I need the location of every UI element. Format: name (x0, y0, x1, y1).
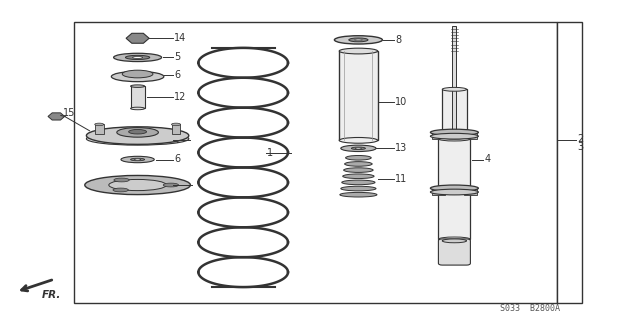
Ellipse shape (339, 137, 378, 143)
Text: 13: 13 (395, 143, 407, 153)
Ellipse shape (163, 183, 179, 187)
Ellipse shape (131, 107, 145, 110)
Text: 3: 3 (577, 142, 584, 152)
Ellipse shape (340, 192, 377, 197)
Ellipse shape (349, 38, 368, 42)
Ellipse shape (122, 70, 153, 78)
Text: 9: 9 (174, 180, 180, 190)
Text: 5: 5 (174, 52, 180, 63)
Text: 4: 4 (484, 154, 491, 165)
Ellipse shape (442, 87, 467, 91)
Bar (131, 86, 145, 108)
Ellipse shape (84, 175, 191, 195)
Bar (438, 139, 470, 239)
Ellipse shape (114, 178, 129, 182)
Ellipse shape (172, 123, 180, 126)
Ellipse shape (343, 174, 374, 179)
Bar (432, 187, 445, 195)
FancyBboxPatch shape (438, 239, 470, 265)
Bar (339, 51, 378, 140)
Bar (464, 187, 477, 195)
Ellipse shape (339, 48, 378, 54)
Ellipse shape (442, 135, 467, 139)
Ellipse shape (438, 137, 470, 141)
Ellipse shape (430, 129, 479, 136)
Ellipse shape (442, 239, 467, 243)
Ellipse shape (131, 158, 145, 161)
Text: FR.: FR. (42, 290, 61, 300)
Ellipse shape (355, 148, 362, 149)
Text: 7: 7 (174, 135, 180, 145)
Ellipse shape (341, 186, 376, 191)
Ellipse shape (121, 156, 154, 163)
Bar (95, 124, 104, 134)
Ellipse shape (86, 132, 189, 145)
Text: 6: 6 (174, 70, 180, 80)
Bar (452, 26, 456, 137)
Ellipse shape (335, 36, 383, 44)
Ellipse shape (342, 180, 375, 185)
Ellipse shape (131, 85, 145, 87)
Ellipse shape (86, 127, 189, 145)
Bar (464, 131, 477, 139)
Bar (432, 131, 445, 139)
Text: 10: 10 (395, 97, 407, 107)
Ellipse shape (345, 162, 372, 166)
Ellipse shape (125, 56, 150, 60)
Text: S033  B2800A: S033 B2800A (500, 304, 560, 313)
Bar (172, 124, 180, 134)
Ellipse shape (351, 147, 365, 150)
Text: 14: 14 (174, 33, 186, 43)
Bar (557, 22, 582, 303)
Ellipse shape (132, 56, 143, 58)
Ellipse shape (344, 168, 373, 172)
Ellipse shape (95, 123, 104, 126)
Ellipse shape (114, 53, 161, 62)
Ellipse shape (129, 130, 147, 134)
Ellipse shape (113, 188, 129, 192)
Ellipse shape (116, 128, 159, 137)
Ellipse shape (430, 189, 479, 195)
Ellipse shape (111, 71, 164, 82)
Ellipse shape (355, 39, 362, 41)
Text: 11: 11 (395, 174, 407, 184)
Ellipse shape (341, 145, 376, 152)
Text: 6: 6 (174, 154, 180, 165)
Text: 8: 8 (395, 35, 401, 45)
Text: 2: 2 (577, 134, 584, 144)
Ellipse shape (346, 155, 371, 160)
Bar (442, 89, 467, 137)
Ellipse shape (109, 179, 166, 191)
Text: 1: 1 (267, 148, 273, 158)
Ellipse shape (430, 185, 479, 191)
Ellipse shape (438, 237, 470, 241)
Ellipse shape (430, 133, 479, 139)
Ellipse shape (134, 159, 141, 160)
Bar (74, 22, 557, 303)
Text: 12: 12 (174, 92, 186, 102)
Text: 15: 15 (63, 108, 75, 118)
